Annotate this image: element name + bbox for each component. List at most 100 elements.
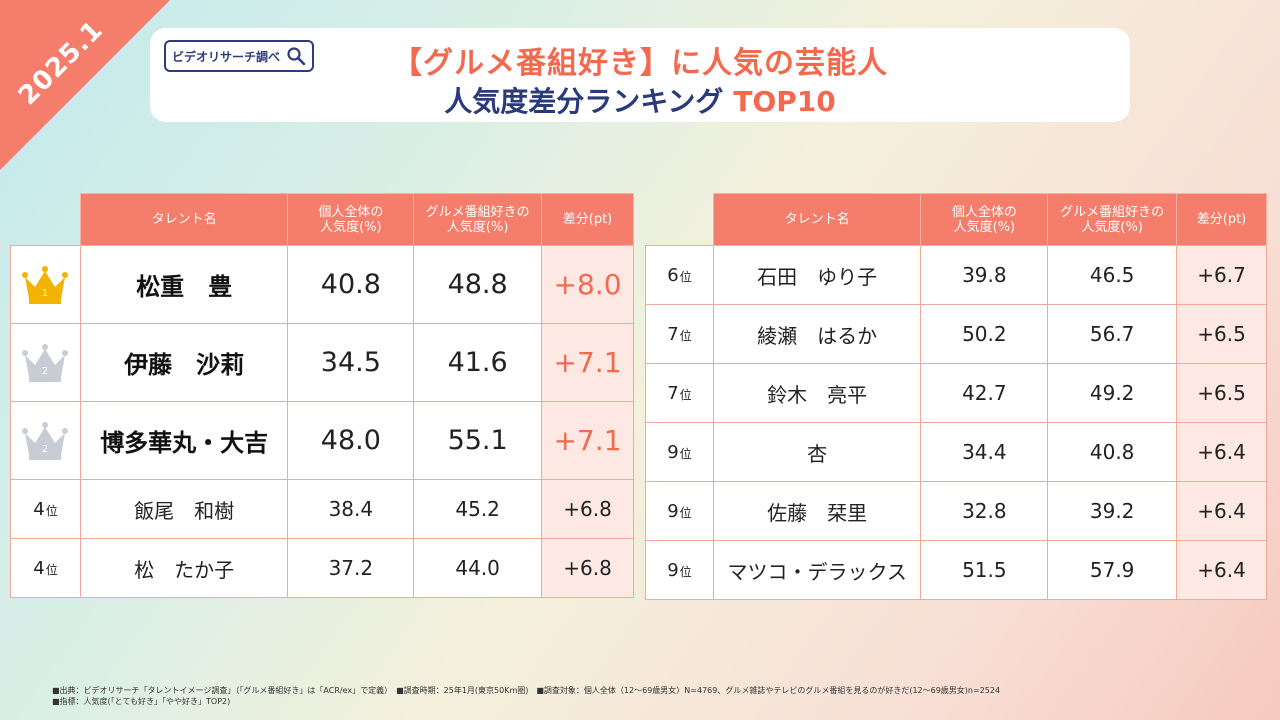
overall-header: 個人全体の 人気度(%) bbox=[920, 193, 1049, 246]
rank-cell: 9位 bbox=[645, 481, 714, 541]
rank-number: 7 bbox=[667, 382, 679, 404]
gourmet-header-l1: グルメ番組好きの bbox=[1060, 204, 1165, 220]
overall-value: 51.5 bbox=[920, 540, 1049, 600]
gourmet-value: 41.6 bbox=[413, 323, 543, 402]
overall-value: 37.2 bbox=[287, 538, 415, 598]
talent-name: 石田 ゆり子 bbox=[712, 245, 922, 305]
gourmet-value: 44.0 bbox=[413, 538, 543, 598]
gourmet-header: グルメ番組好きの 人気度(%) bbox=[1047, 193, 1178, 246]
footnote-line2: ■指標：人気度(「とても好き」「やや好き」TOP2) bbox=[52, 697, 231, 706]
overall-value: 48.0 bbox=[287, 401, 415, 480]
rank-cell: 7位 bbox=[645, 363, 714, 423]
overall-value: 42.7 bbox=[920, 363, 1049, 423]
diff-header: 差分(pt) bbox=[541, 193, 634, 246]
table-row: 9位 佐藤 栞里 32.8 39.2 +6.4 bbox=[645, 481, 1267, 541]
name-header: タレント名 bbox=[79, 193, 289, 246]
gourmet-value: 56.7 bbox=[1047, 304, 1178, 364]
ranking-table-right: タレント名 個人全体の 人気度(%) グルメ番組好きの 人気度(%) 差分(pt) … bbox=[645, 193, 1267, 600]
talent-name: 佐藤 栞里 bbox=[712, 481, 922, 541]
overall-value: 50.2 bbox=[920, 304, 1049, 364]
rank-number: 4 bbox=[33, 557, 45, 579]
gourmet-value: 40.8 bbox=[1047, 422, 1178, 482]
ranking-table-left: タレント名 個人全体の 人気度(%) グルメ番組好きの 人気度(%) 差分(pt) … bbox=[10, 193, 634, 598]
overall-header-l2: 人気度(%) bbox=[320, 219, 382, 235]
diff-value: +7.1 bbox=[541, 401, 634, 480]
gourmet-header: グルメ番組好きの 人気度(%) bbox=[413, 193, 543, 246]
rank-header bbox=[646, 194, 714, 246]
talent-name: 綾瀬 はるか bbox=[712, 304, 922, 364]
overall-value: 38.4 bbox=[287, 479, 415, 539]
rank-cell: 6位 bbox=[645, 245, 714, 305]
diff-value: +6.4 bbox=[1176, 540, 1267, 600]
gourmet-value: 49.2 bbox=[1047, 363, 1178, 423]
rank-cell: 7位 bbox=[645, 304, 714, 364]
silver-crown-icon: 2 bbox=[22, 421, 69, 460]
talent-name: マツコ・デラックス bbox=[712, 540, 922, 600]
gourmet-value: 46.5 bbox=[1047, 245, 1178, 305]
talent-name: 鈴木 亮平 bbox=[712, 363, 922, 423]
overall-value: 34.4 bbox=[920, 422, 1049, 482]
table-row: 9位 マツコ・デラックス 51.5 57.9 +6.4 bbox=[645, 540, 1267, 600]
rank-cell: 4位 bbox=[10, 479, 81, 539]
gourmet-value: 39.2 bbox=[1047, 481, 1178, 541]
name-header: タレント名 bbox=[712, 193, 922, 246]
overall-value: 32.8 bbox=[920, 481, 1049, 541]
table-row: 6位 石田 ゆり子 39.8 46.5 +6.7 bbox=[645, 245, 1267, 305]
talent-name: 杏 bbox=[712, 422, 922, 482]
rank-unit: 位 bbox=[679, 446, 692, 461]
rank-number: 9 bbox=[667, 441, 679, 463]
diff-value: +6.7 bbox=[1176, 245, 1267, 305]
rank-cell: 9位 bbox=[645, 540, 714, 600]
talent-name: 伊藤 沙莉 bbox=[79, 323, 289, 402]
talent-name: 松重 豊 bbox=[79, 245, 289, 324]
table-row: 9位杏 34.4 40.8 +6.4 bbox=[645, 422, 1267, 482]
logo-text: ビデオリサーチ調べ bbox=[172, 49, 281, 64]
magnifier-icon bbox=[287, 47, 306, 66]
footnote: ■出典：ビデオリサーチ「タレントイメージ調査」（「グルメ番組好き」は「ACR/e… bbox=[52, 685, 1000, 707]
table-row: 4位松 たか子 37.2 44.0 +6.8 bbox=[10, 538, 634, 598]
table-row: 2 伊藤 沙莉 34.5 41.6 +7.1 bbox=[10, 323, 634, 402]
rank-number: 9 bbox=[667, 559, 679, 581]
gourmet-header-l2: 人気度(%) bbox=[1081, 219, 1143, 235]
table-row: 2 博多華丸・大吉 48.0 55.1 +7.1 bbox=[10, 401, 634, 480]
footnote-line1: ■出典：ビデオリサーチ「タレントイメージ調査」（「グルメ番組好き」は「ACR/e… bbox=[52, 686, 1001, 695]
table-row: 1 松重 豊 40.8 48.8 +8.0 bbox=[10, 245, 634, 324]
gourmet-value: 45.2 bbox=[413, 479, 543, 539]
talent-name: 博多華丸・大吉 bbox=[79, 401, 289, 480]
rank-header bbox=[11, 194, 81, 246]
overall-value: 40.8 bbox=[287, 245, 415, 324]
diff-value: +7.1 bbox=[541, 323, 634, 402]
diff-value: +6.5 bbox=[1176, 304, 1267, 364]
rank-cell: 4位 bbox=[10, 538, 81, 598]
rank-cell: 9位 bbox=[645, 422, 714, 482]
table-row: 4位 飯尾 和樹 38.4 45.2 +6.8 bbox=[10, 479, 634, 539]
diff-header: 差分(pt) bbox=[1176, 193, 1267, 246]
gourmet-value: 57.9 bbox=[1047, 540, 1178, 600]
rank-cell: 2 bbox=[10, 401, 81, 480]
svg-text:2: 2 bbox=[42, 444, 48, 455]
page-title: 【グルメ番組好き】に人気の芸能人 bbox=[392, 46, 888, 81]
header-card: ビデオリサーチ調べ 【グルメ番組好き】に人気の芸能人 人気度差分ランキング TOP… bbox=[150, 28, 1130, 122]
rank-number: 7 bbox=[667, 323, 679, 345]
overall-value: 34.5 bbox=[287, 323, 415, 402]
overall-header-l1: 個人全体の bbox=[951, 204, 1017, 220]
video-research-logo: ビデオリサーチ調べ bbox=[164, 40, 315, 72]
rank-number: 6 bbox=[667, 264, 679, 286]
svg-text:1: 1 bbox=[42, 288, 48, 299]
subtitle-text: 人気度差分ランキング bbox=[444, 85, 724, 118]
rank-cell: 2 bbox=[10, 323, 81, 402]
rank-unit: 位 bbox=[679, 328, 692, 343]
rank-unit: 位 bbox=[45, 503, 58, 518]
subtitle-accent: TOP10 bbox=[733, 85, 836, 118]
rank-unit: 位 bbox=[679, 269, 692, 284]
overall-header-l1: 個人全体の bbox=[318, 204, 384, 220]
gourmet-header-l1: グルメ番組好きの bbox=[425, 204, 530, 220]
diff-value: +6.8 bbox=[541, 479, 634, 539]
diff-value: +6.5 bbox=[1176, 363, 1267, 423]
page-subtitle: 人気度差分ランキング TOP10 bbox=[150, 80, 1130, 120]
table-row: 7位 綾瀬 はるか 50.2 56.7 +6.5 bbox=[645, 304, 1267, 364]
talent-name: 飯尾 和樹 bbox=[79, 479, 289, 539]
rank-number: 4 bbox=[33, 498, 45, 520]
corner-banner bbox=[0, 0, 170, 170]
rank-unit: 位 bbox=[679, 387, 692, 402]
